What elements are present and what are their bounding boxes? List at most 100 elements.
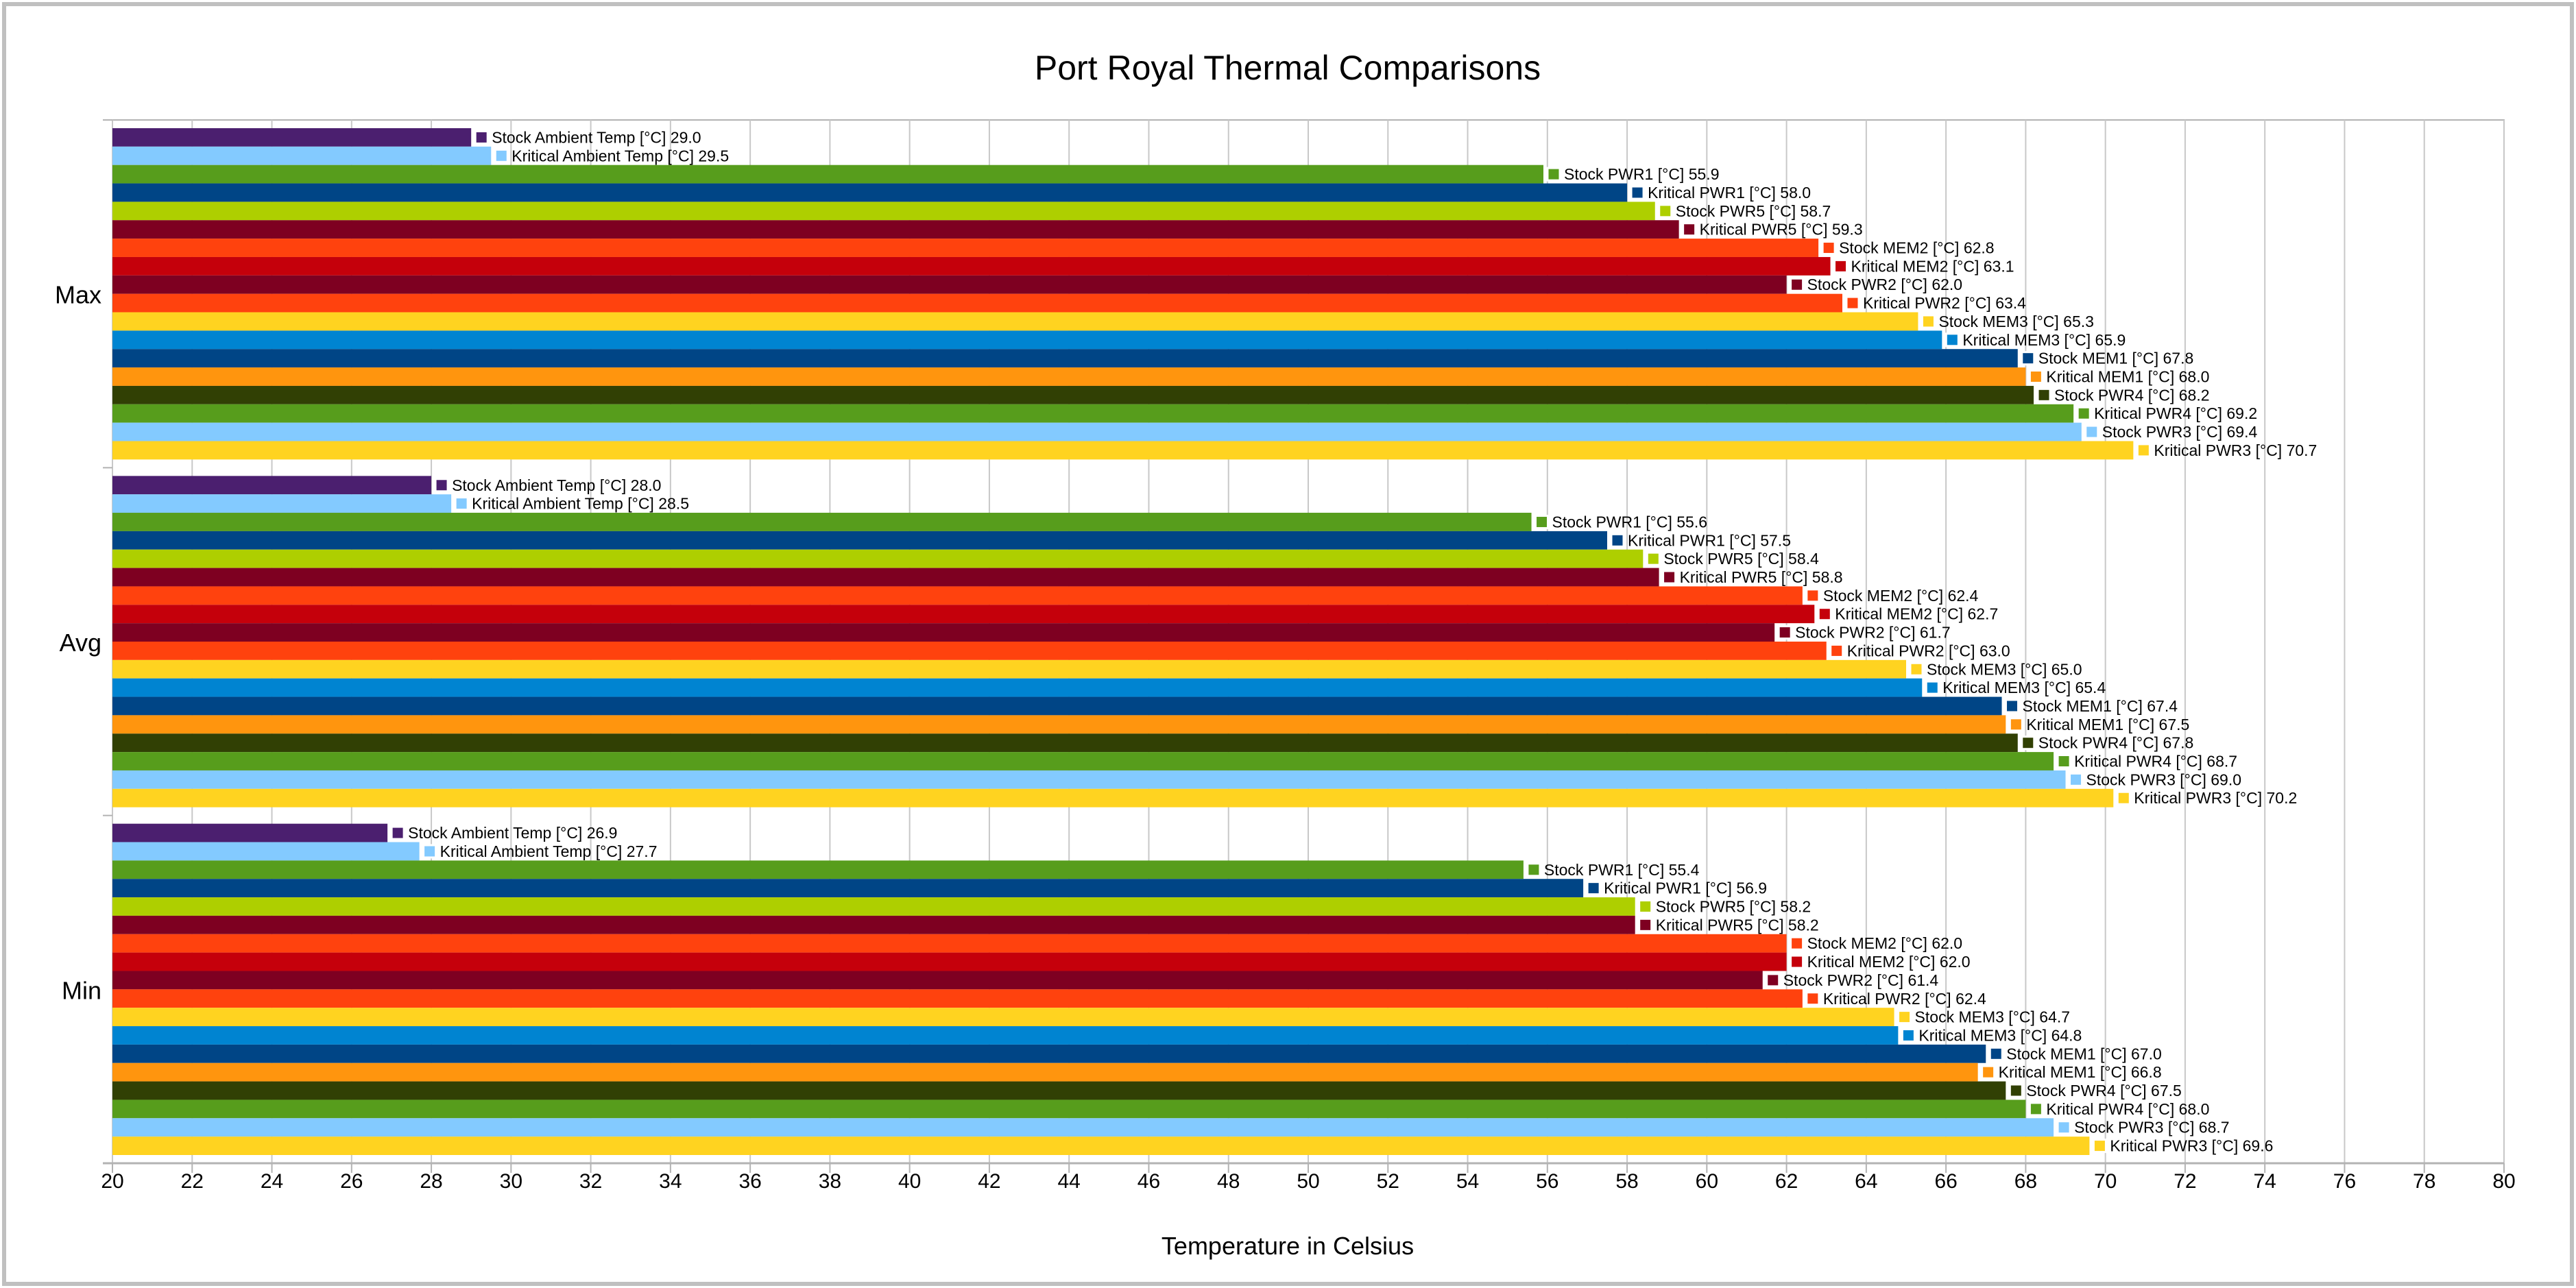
bar — [112, 531, 1607, 550]
data-label: Stock MEM1 [°C] 67.8 — [2038, 350, 2194, 367]
data-label-marker — [1638, 899, 1653, 914]
data-label-marker — [2092, 1139, 2107, 1154]
x-tick-label: 32 — [579, 1170, 602, 1193]
x-tick-label: 50 — [1297, 1170, 1319, 1193]
x-tick-label: 60 — [1696, 1170, 1718, 1193]
data-label: Kritical Ambient Temp [°C] 27.7 — [440, 842, 658, 860]
data-label: Stock MEM3 [°C] 65.3 — [1938, 313, 2094, 330]
x-tick-label: 48 — [1217, 1170, 1240, 1193]
data-label: Kritical Ambient Temp [°C] 28.5 — [472, 495, 689, 513]
data-label: Kritical PWR3 [°C] 70.2 — [2134, 789, 2297, 807]
bar — [112, 367, 2026, 386]
data-label: Stock PWR2 [°C] 61.7 — [1795, 624, 1951, 642]
data-label: Kritical MEM3 [°C] 65.9 — [1962, 331, 2126, 349]
x-tick-label: 72 — [2174, 1170, 2196, 1193]
data-label: Stock PWR4 [°C] 68.2 — [2054, 386, 2210, 404]
data-label: Stock MEM1 [°C] 67.4 — [2023, 697, 2178, 715]
x-tick-label: 54 — [1456, 1170, 1479, 1193]
data-label-marker — [1534, 514, 1550, 529]
data-label-marker — [494, 148, 509, 163]
data-label: Stock PWR1 [°C] 55.6 — [1552, 513, 1708, 531]
bar — [112, 733, 2018, 753]
data-label-marker — [1682, 222, 1697, 237]
x-tick-label: 66 — [1934, 1170, 1957, 1193]
x-tick-label: 36 — [738, 1170, 761, 1193]
data-label-marker — [2056, 1120, 2071, 1135]
data-label-marker — [1646, 551, 1661, 566]
data-label-marker — [1586, 881, 1601, 896]
data-label-marker — [1833, 258, 1849, 274]
x-tick-label: 26 — [340, 1170, 363, 1193]
data-label-marker — [2056, 754, 2071, 769]
bar — [112, 1118, 2054, 1137]
bar — [112, 678, 1923, 697]
data-label-marker — [474, 130, 489, 145]
x-tick-label: 74 — [2254, 1170, 2276, 1193]
data-label-marker — [1909, 661, 1924, 677]
bar — [112, 1137, 2090, 1155]
x-tick-label: 22 — [181, 1170, 204, 1193]
data-label: Kritical PWR4 [°C] 68.0 — [2046, 1100, 2209, 1118]
data-label-marker — [390, 825, 405, 840]
data-label-marker — [1658, 204, 1673, 219]
x-axis-title: Temperature in Celsius — [1161, 1232, 1414, 1260]
data-label: Stock PWR3 [°C] 69.0 — [2086, 770, 2242, 788]
data-label-marker — [1925, 680, 1940, 695]
x-tick-label: 42 — [978, 1170, 1000, 1193]
data-label: Kritical PWR4 [°C] 68.7 — [2074, 753, 2237, 770]
x-tick-label: 78 — [2413, 1170, 2435, 1193]
data-label: Stock MEM3 [°C] 64.7 — [1915, 1008, 2071, 1026]
bar — [112, 202, 1655, 221]
bar — [112, 770, 2066, 789]
data-label: Stock MEM1 [°C] 67.0 — [2006, 1045, 2162, 1062]
bar — [112, 476, 432, 495]
x-tick-label: 24 — [261, 1170, 283, 1193]
data-label: Kritical PWR2 [°C] 62.4 — [1823, 990, 1986, 1008]
data-label: Kritical MEM3 [°C] 64.8 — [1918, 1026, 2082, 1044]
x-tick-label: 76 — [2333, 1170, 2356, 1193]
bar — [112, 788, 2114, 807]
data-label-marker — [2076, 406, 2091, 421]
data-label: Kritical PWR1 [°C] 56.9 — [1604, 879, 1767, 897]
data-label-marker — [2008, 1083, 2023, 1098]
bar — [112, 494, 452, 513]
x-tick-label: 58 — [1615, 1170, 1638, 1193]
data-label-marker — [1790, 277, 1805, 292]
data-label: Kritical MEM2 [°C] 63.1 — [1851, 257, 2014, 275]
data-label: Stock PWR1 [°C] 55.9 — [1564, 165, 1720, 183]
data-label: Kritical PWR3 [°C] 70.7 — [2154, 441, 2317, 459]
bar — [112, 385, 2034, 404]
category-label: Max — [55, 281, 101, 309]
data-label-marker — [1897, 1010, 1912, 1025]
bar — [112, 275, 1787, 294]
bar — [112, 1062, 1978, 1082]
data-label: Stock PWR2 [°C] 61.4 — [1783, 971, 1939, 989]
bar — [112, 513, 1532, 531]
bar — [112, 915, 1635, 934]
data-label: Stock PWR4 [°C] 67.8 — [2038, 734, 2194, 752]
data-label-marker — [1662, 570, 1677, 585]
x-tick-label: 68 — [2014, 1170, 2037, 1193]
bar — [112, 623, 1775, 642]
data-label: Kritical Ambient Temp [°C] 29.5 — [511, 147, 729, 165]
data-label: Stock MEM3 [°C] 65.0 — [1927, 660, 2082, 678]
bar — [112, 989, 1803, 1008]
data-label-marker — [1829, 643, 1844, 658]
bar — [112, 220, 1679, 239]
data-label-marker — [2069, 772, 2084, 787]
data-label-marker — [1945, 332, 1960, 348]
bar — [112, 293, 1842, 313]
bar — [112, 349, 2018, 368]
data-label-marker — [1901, 1028, 1916, 1043]
data-label-marker — [2036, 387, 2051, 402]
x-tick-label: 64 — [1855, 1170, 1877, 1193]
data-label-marker — [454, 496, 469, 511]
bar — [112, 1081, 2006, 1100]
bar — [112, 752, 2054, 770]
data-label-marker — [422, 844, 437, 859]
x-tick-label: 56 — [1536, 1170, 1558, 1193]
data-label: Kritical PWR3 [°C] 69.6 — [2110, 1137, 2273, 1155]
data-label: Kritical PWR2 [°C] 63.4 — [1863, 294, 2026, 312]
data-label-marker — [2021, 351, 2036, 366]
